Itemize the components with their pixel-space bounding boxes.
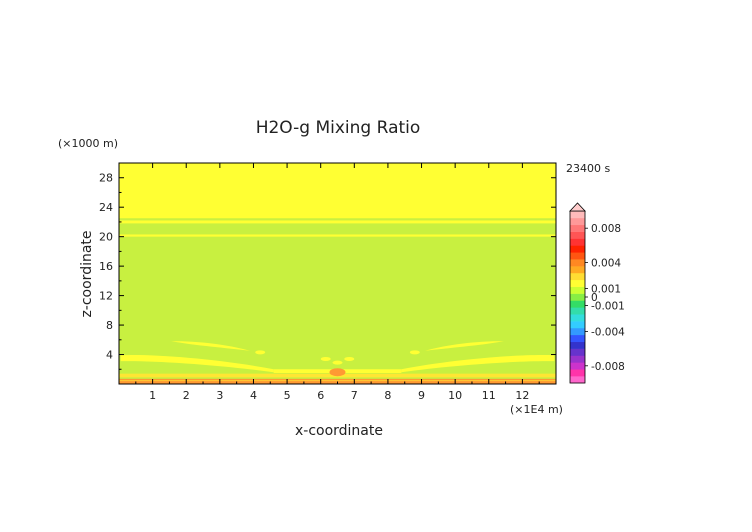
y-axis-label: z-coordinate — [79, 230, 95, 317]
colorbar-swatch — [570, 259, 585, 267]
y-tick-label: 20 — [99, 231, 113, 244]
colorbar-label: 0.001 — [591, 283, 621, 295]
y-ticks: 4 8 12 16 20 24 28 — [99, 172, 556, 370]
x-tick-label: 2 — [183, 389, 190, 402]
colorbar-swatch — [570, 245, 585, 253]
colorbar-swatch — [570, 224, 585, 232]
colorbar-swatch — [570, 238, 585, 246]
plume-right-upper — [424, 341, 504, 351]
x-axis-label: x-coordinate — [295, 423, 383, 439]
y-tick-label: 16 — [99, 260, 113, 273]
y-unit-label: (×1000 m) — [58, 137, 118, 150]
y-tick-label: 8 — [106, 319, 113, 332]
colorbar-label: 0.008 — [591, 223, 621, 235]
colorbar-swatch — [570, 300, 585, 308]
y-tick-label: 12 — [99, 290, 113, 303]
contour-region-3 — [119, 378, 556, 384]
colorbar-swatch — [570, 307, 585, 315]
colorbar-swatch — [570, 376, 585, 384]
x-tick-label: 6 — [317, 389, 324, 402]
blob-3 — [344, 356, 355, 361]
colorbar-swatch — [570, 341, 585, 349]
colorbar-label: -0.008 — [591, 361, 625, 373]
x-unit-label: (×1E4 m) — [510, 403, 563, 416]
colorbar-swatch — [570, 314, 585, 322]
plume-left-upper — [171, 341, 251, 351]
colorbar-swatch — [570, 362, 585, 370]
colorbar-swatch — [570, 252, 585, 260]
colorbar-swatch — [570, 334, 585, 343]
x-tick-label: 8 — [384, 389, 391, 402]
y-tick-label: 24 — [99, 201, 113, 214]
colorbar-swatch — [570, 211, 585, 219]
plume-right-lower — [401, 355, 555, 373]
chart-title: H2O-g Mixing Ratio — [256, 118, 421, 138]
blob-1 — [409, 350, 420, 355]
colorbar-swatch — [570, 217, 585, 226]
plot-area — [118, 162, 557, 385]
colorbar-swatch — [570, 327, 585, 336]
x-tick-label: 3 — [216, 389, 223, 402]
colorbar-label: -0.004 — [591, 326, 625, 338]
colorbar-swatch — [570, 348, 585, 356]
blob-4 — [332, 360, 343, 365]
colorbar-extend-arrow — [569, 202, 586, 212]
colorbar-swatch — [570, 279, 585, 287]
x-tick-label: 10 — [448, 389, 462, 402]
x-tick-label: 1 — [149, 389, 156, 402]
surface-blob — [329, 368, 346, 377]
colorbar-swatch — [570, 286, 585, 294]
colorbar-swatch — [570, 231, 585, 239]
y-tick-label: 4 — [106, 349, 113, 362]
colorbar-label: 0.004 — [591, 258, 621, 270]
x-tick-label: 11 — [482, 389, 496, 402]
x-tick-label: 9 — [418, 389, 425, 402]
x-tick-label: 12 — [515, 389, 529, 402]
contour-region-2 — [119, 234, 556, 237]
x-tick-label: 5 — [284, 389, 291, 402]
x-tick-label: 7 — [351, 389, 358, 402]
y-tick-label: 28 — [99, 172, 113, 185]
plume-left-lower — [120, 355, 274, 373]
blob-2 — [320, 356, 331, 361]
colorbar-swatch — [570, 355, 585, 363]
colorbar-swatch — [570, 272, 585, 281]
x-tick-label: 4 — [250, 389, 257, 402]
contour-region-0 — [119, 163, 556, 219]
colorbar-swatch — [570, 266, 585, 274]
colorbar-swatch — [570, 321, 585, 329]
x-ticks: 1 2 3 4 5 6 7 8 9 10 11 12 — [135, 163, 540, 402]
contour-region-1 — [119, 220, 556, 224]
blob-0 — [255, 350, 266, 355]
colorbar-label: -0.001 — [591, 301, 625, 313]
colorbar-swatch — [570, 369, 585, 377]
colorbar-label: 0 — [591, 292, 598, 304]
colorbar-swatch — [570, 293, 585, 301]
time-label: 23400 s — [566, 162, 610, 175]
